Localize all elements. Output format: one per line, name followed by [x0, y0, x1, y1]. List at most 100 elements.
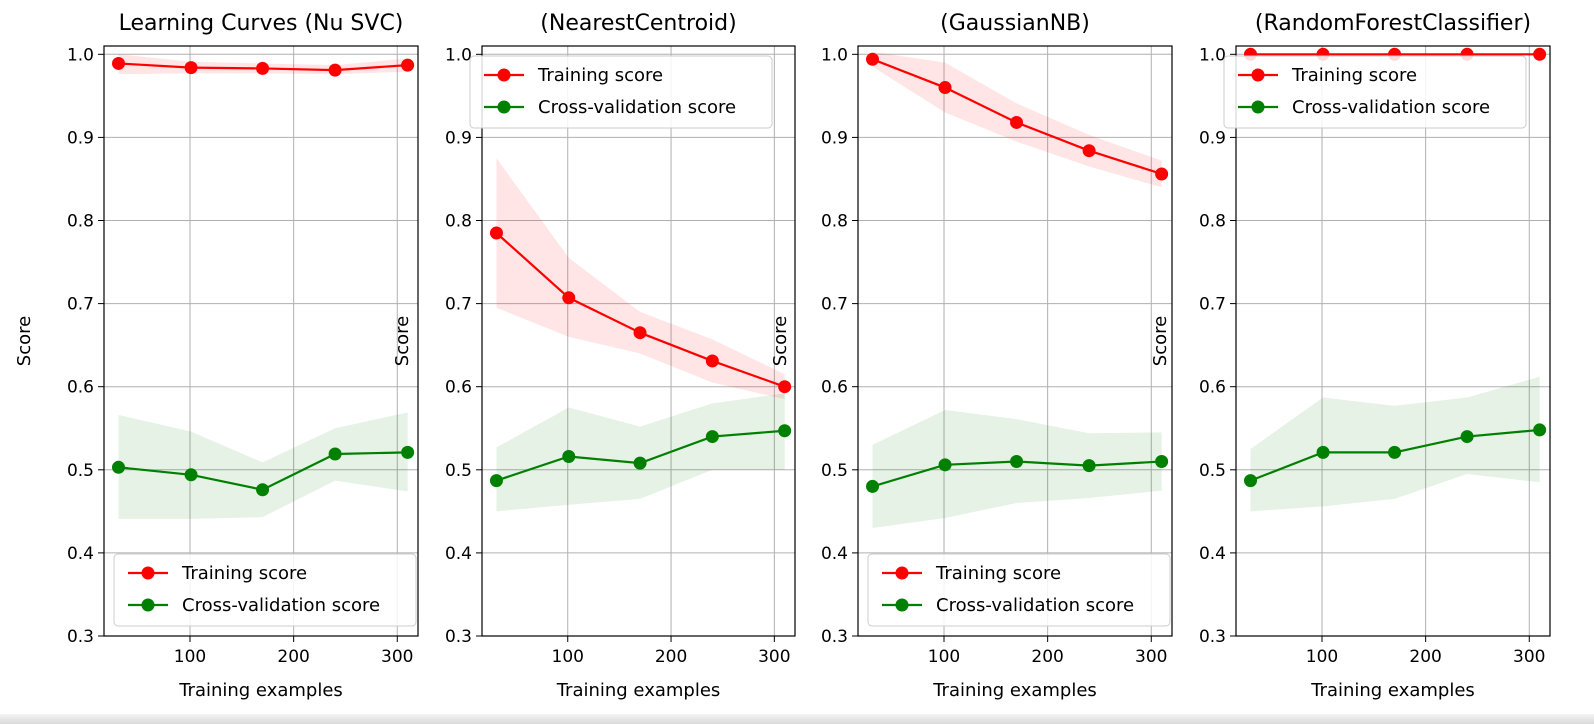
data-point-training: [1533, 47, 1547, 61]
data-point-training: [562, 291, 576, 305]
confidence-band-cross-validation: [496, 393, 785, 512]
data-point-cross-validation: [256, 483, 270, 497]
y-tick-label: 0.3: [1199, 627, 1226, 647]
legend: Training score Cross-validation score: [867, 553, 1171, 627]
data-point-cross-validation: [1010, 454, 1024, 468]
chart-title: (RandomForestClassifier): [1255, 11, 1531, 36]
confidence-band-cross-validation: [118, 412, 408, 519]
legend-marker-training: [497, 68, 511, 82]
y-axis-label: Score: [14, 316, 35, 366]
y-tick-label: 0.9: [1199, 128, 1226, 148]
legend-label-training: Training score: [537, 65, 663, 86]
data-point-cross-validation: [562, 450, 576, 464]
x-axis-label: Training examples: [556, 680, 721, 701]
y-tick-label: 0.3: [445, 627, 472, 647]
y-tick-label: 0.9: [821, 128, 848, 148]
data-point-cross-validation: [1082, 459, 1096, 473]
legend: Training score Cross-validation score: [469, 55, 773, 129]
x-axis-label: Training examples: [1310, 680, 1475, 701]
confidence-band-cross-validation: [872, 409, 1162, 528]
axes-frame: [1235, 45, 1551, 637]
data-point-cross-validation: [1533, 423, 1547, 437]
data-point-training: [328, 63, 342, 77]
data-point-cross-validation: [633, 456, 647, 470]
chart-title: Learning Curves (Nu SVC): [119, 11, 404, 36]
chart-panel-4: 0.3 0.4 0.5 0.6 0.7 0.8 0.9 1.0 100 200 300 (Random…: [1150, 11, 1551, 701]
data-point-cross-validation: [705, 430, 719, 444]
data-point-training: [938, 81, 952, 95]
data-point-training: [705, 354, 719, 368]
data-point-cross-validation: [1244, 474, 1258, 488]
legend-marker-training: [1251, 68, 1265, 82]
y-tick-label: 0.4: [67, 544, 94, 564]
y-axis-label: Score: [770, 316, 791, 366]
chart-title: (NearestCentroid): [540, 11, 736, 36]
axes-frame: [857, 45, 1173, 637]
y-tick-label: 0.6: [67, 378, 94, 398]
data-point-cross-validation: [401, 445, 415, 459]
y-tick-label: 0.8: [821, 212, 848, 232]
y-tick-label: 1.0: [67, 45, 94, 65]
data-point-training: [633, 326, 647, 340]
y-tick-label: 0.6: [1199, 378, 1226, 398]
y-axis-label: Score: [1150, 316, 1171, 366]
x-tick-label: 300: [1513, 647, 1545, 667]
data-point-cross-validation: [1388, 445, 1402, 459]
plot-area: [118, 54, 408, 519]
data-point-training: [1082, 144, 1096, 158]
confidence-band-training: [496, 158, 785, 400]
legend-label-training: Training score: [1291, 65, 1417, 86]
bottom-edge-shadow: [0, 714, 1594, 724]
data-point-training: [112, 56, 126, 70]
confidence-band-cross-validation: [1250, 376, 1540, 512]
y-tick-label: 0.5: [821, 461, 848, 481]
x-tick-label: 100: [174, 647, 206, 667]
y-tick-label: 0.7: [821, 295, 848, 315]
data-point-training: [489, 226, 503, 240]
chart-panel-1: 0.3 0.4 0.5 0.6 0.7 0.8 0.9 1.0 100 200 300 Learnin…: [14, 11, 419, 701]
y-tick-label: 0.8: [67, 212, 94, 232]
data-point-training: [1155, 167, 1169, 181]
data-point-training: [401, 58, 415, 72]
data-point-cross-validation: [938, 458, 952, 472]
x-tick-label: 300: [758, 647, 790, 667]
data-point-cross-validation: [778, 424, 792, 438]
data-point-training: [778, 380, 792, 394]
data-point-cross-validation: [489, 474, 503, 488]
data-point-cross-validation: [184, 468, 198, 482]
data-point-cross-validation: [866, 479, 880, 493]
data-point-cross-validation: [112, 460, 126, 474]
y-tick-label: 0.5: [445, 461, 472, 481]
data-point-cross-validation: [1155, 454, 1169, 468]
legend-box: [867, 553, 1171, 627]
data-point-cross-validation: [1316, 445, 1330, 459]
chart-panel-2: 0.3 0.4 0.5 0.6 0.7 0.8 0.9 1.0 100 200 300 (Neares…: [392, 11, 796, 701]
axes-frame: [481, 45, 796, 637]
data-point-training: [866, 52, 880, 66]
y-tick-label: 0.9: [67, 128, 94, 148]
y-tick-label: 0.5: [1199, 461, 1226, 481]
data-point-training: [184, 61, 198, 75]
y-tick-label: 0.4: [821, 544, 848, 564]
x-axis-label: Training examples: [178, 680, 343, 701]
legend: Training score Cross-validation score: [1223, 55, 1527, 129]
data-point-training: [1010, 115, 1024, 129]
x-tick-label: 200: [655, 647, 687, 667]
y-tick-label: 0.6: [445, 378, 472, 398]
legend-marker-training: [895, 566, 909, 580]
data-point-cross-validation: [328, 447, 342, 461]
legend-label-cross-validation: Cross-validation score: [1292, 97, 1490, 118]
y-tick-label: 1.0: [1199, 45, 1226, 65]
x-tick-label: 300: [1135, 647, 1167, 667]
legend-label-training: Training score: [935, 563, 1061, 584]
legend-marker-training: [141, 566, 155, 580]
y-tick-label: 0.7: [67, 295, 94, 315]
chart-panel-3: 0.3 0.4 0.5 0.6 0.7 0.8 0.9 1.0 100 200 300 (Gaussi…: [770, 11, 1173, 701]
x-tick-label: 200: [277, 647, 309, 667]
legend-box: [1223, 55, 1527, 129]
legend-marker-cross-validation: [141, 598, 155, 612]
legend-label-cross-validation: Cross-validation score: [538, 97, 736, 118]
data-point-training: [256, 61, 270, 75]
legend-label-cross-validation: Cross-validation score: [936, 595, 1134, 616]
